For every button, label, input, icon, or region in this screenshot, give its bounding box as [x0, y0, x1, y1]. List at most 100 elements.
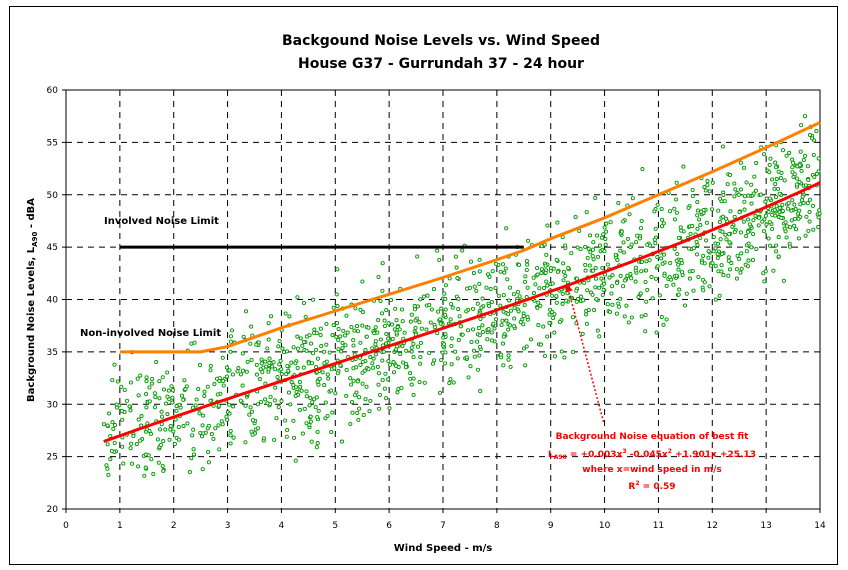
scatter-point [777, 205, 782, 210]
scatter-point [383, 371, 388, 376]
scatter-point [340, 340, 345, 345]
x-tick-label: 4 [279, 521, 285, 531]
scatter-point [774, 177, 779, 182]
scatter-point [158, 442, 163, 448]
scatter-point [690, 194, 695, 199]
scatter-point [637, 236, 642, 241]
scatter-point [528, 337, 534, 342]
scatter-point [314, 347, 319, 352]
scatter-point [418, 361, 423, 366]
scatter-point [478, 389, 483, 394]
scatter-point [295, 365, 300, 371]
scatter-point [386, 377, 391, 382]
scatter-point [545, 283, 550, 288]
scatter-point [718, 237, 723, 242]
scatter-point [403, 361, 409, 367]
scatter-point [597, 285, 602, 290]
scatter-point [508, 364, 513, 369]
scatter-point [348, 376, 353, 381]
scatter-point [584, 321, 589, 326]
scatter-point [344, 368, 349, 373]
scatter-point [152, 405, 158, 410]
scatter-point [817, 211, 822, 216]
scatter-point [115, 379, 120, 384]
scatter-point [698, 223, 703, 228]
scatter-point [816, 225, 821, 230]
scatter-point [351, 343, 356, 348]
scatter-point [254, 362, 259, 367]
scatter-point [544, 279, 549, 284]
scatter-point [633, 265, 638, 270]
scatter-point [604, 229, 609, 234]
scatter-point [344, 393, 349, 398]
scatter-point [432, 325, 437, 330]
scatter-point [121, 461, 126, 466]
scatter-point [595, 328, 600, 333]
scatter-point [557, 319, 562, 325]
scatter-point [159, 409, 164, 414]
scatter-point [671, 282, 676, 287]
scatter-point [749, 245, 754, 250]
scatter-point [277, 362, 282, 367]
scatter-point [538, 342, 543, 347]
scatter-point [441, 335, 446, 340]
scatter-point [491, 321, 496, 326]
scatter-point [566, 266, 571, 271]
fit-r2-value: = 0.59 [640, 482, 676, 492]
scatter-point [331, 305, 336, 310]
scatter-point [206, 460, 211, 465]
scatter-point [517, 294, 522, 299]
scatter-point [773, 182, 778, 187]
scatter-point [664, 317, 669, 322]
scatter-point [501, 334, 506, 339]
scatter-point [161, 387, 167, 392]
scatter-point [243, 309, 249, 314]
scatter-point [160, 375, 165, 380]
scatter-point [144, 375, 149, 380]
scatter-point [471, 348, 477, 353]
scatter-point [655, 264, 660, 269]
scatter-point [789, 218, 794, 223]
scatter-point [635, 233, 640, 238]
scatter-point [578, 294, 584, 299]
scatter-point [258, 367, 263, 372]
scatter-point [804, 214, 809, 219]
scatter-point [150, 376, 155, 382]
scatter-point [270, 364, 275, 369]
scatter-point [261, 436, 267, 441]
scatter-point [272, 398, 277, 403]
x-tick-label: 12 [707, 521, 718, 531]
scatter-point [381, 349, 386, 354]
scatter-point [784, 153, 789, 158]
scatter-point [217, 447, 222, 452]
fit-r2-sup: 2 [635, 480, 639, 487]
scatter-point [138, 373, 143, 378]
x-tick-label: 0 [63, 521, 69, 531]
scatter-point [682, 303, 688, 308]
scatter-point [328, 388, 334, 393]
scatter-point [149, 381, 155, 386]
scatter-point [373, 342, 378, 347]
scatter-point [224, 365, 229, 370]
scatter-point [176, 424, 181, 430]
scatter-point [154, 359, 159, 365]
scatter-point [178, 405, 183, 410]
scatter-point [484, 285, 489, 290]
scatter-point [610, 302, 615, 307]
x-tick-label: 3 [225, 521, 231, 531]
scatter-point [293, 361, 298, 366]
scatter-point [318, 332, 323, 338]
scatter-point [639, 314, 644, 319]
y-tick-label: 25 [47, 453, 58, 463]
scatter-point [563, 273, 568, 278]
scatter-point [363, 348, 368, 353]
scatter-point [639, 259, 645, 264]
scatter-point [389, 322, 395, 327]
scatter-point [487, 303, 492, 309]
scatter-point [368, 355, 373, 360]
scatter-point [790, 170, 795, 175]
scatter-point [191, 452, 196, 457]
scatter-point [560, 291, 565, 296]
scatter-point [561, 261, 566, 266]
scatter-point [165, 412, 170, 417]
